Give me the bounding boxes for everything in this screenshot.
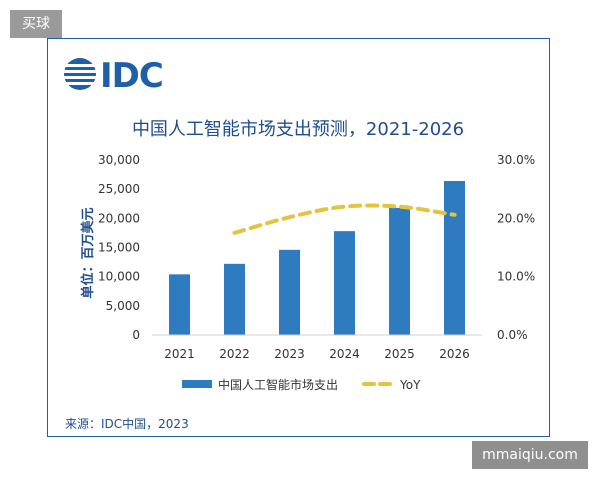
y-axis-label: 单位：百万美元 <box>80 207 96 298</box>
yoy-line <box>232 203 457 235</box>
chart-card <box>47 38 550 437</box>
globe-icon <box>62 58 98 90</box>
legend-swatch-bar <box>182 380 212 388</box>
chart-title: 中国人工智能市场支出预测，2021-2026 <box>132 119 464 140</box>
x-tick-label: 2025 <box>384 347 415 361</box>
x-tick-label: 2021 <box>164 347 195 361</box>
bar <box>279 249 300 335</box>
y-tick-label: 20,000 <box>98 211 140 225</box>
x-tick-label: 2026 <box>439 347 470 361</box>
idc-logo: IDC <box>62 56 164 96</box>
bar <box>169 274 190 335</box>
logo-text: IDC <box>100 56 163 96</box>
bar <box>334 231 355 335</box>
y-tick-label: 15,000 <box>98 241 140 255</box>
y2-tick-label: 20.0% <box>497 211 535 225</box>
legend-label-yoy: YoY <box>399 378 421 392</box>
bar <box>389 207 410 335</box>
source-note: 来源：IDC中国，2023 <box>65 416 189 431</box>
x-tick-label: 2024 <box>329 347 360 361</box>
y2-tick-label: 10.0% <box>497 270 535 284</box>
legend: 中国人工智能市场支出 YoY <box>182 377 421 392</box>
x-tick-label: 2022 <box>219 347 250 361</box>
bar <box>444 181 465 335</box>
x-tick-label: 2023 <box>274 347 305 361</box>
y-tick-label: 5,000 <box>106 299 140 313</box>
y2-tick-label: 30.0% <box>497 153 535 167</box>
watermark-top: 买球 <box>10 10 62 38</box>
y2-tick-label: 0.0% <box>497 328 528 342</box>
y-tick-label: 0 <box>132 328 140 342</box>
legend-label-bar: 中国人工智能市场支出 <box>218 377 338 392</box>
y-tick-label: 10,000 <box>98 270 140 284</box>
y-tick-label: 25,000 <box>98 182 140 196</box>
watermark-bottom: mmaiqiu.com <box>472 441 588 469</box>
bar <box>224 263 245 335</box>
y-tick-label: 30,000 <box>98 153 140 167</box>
